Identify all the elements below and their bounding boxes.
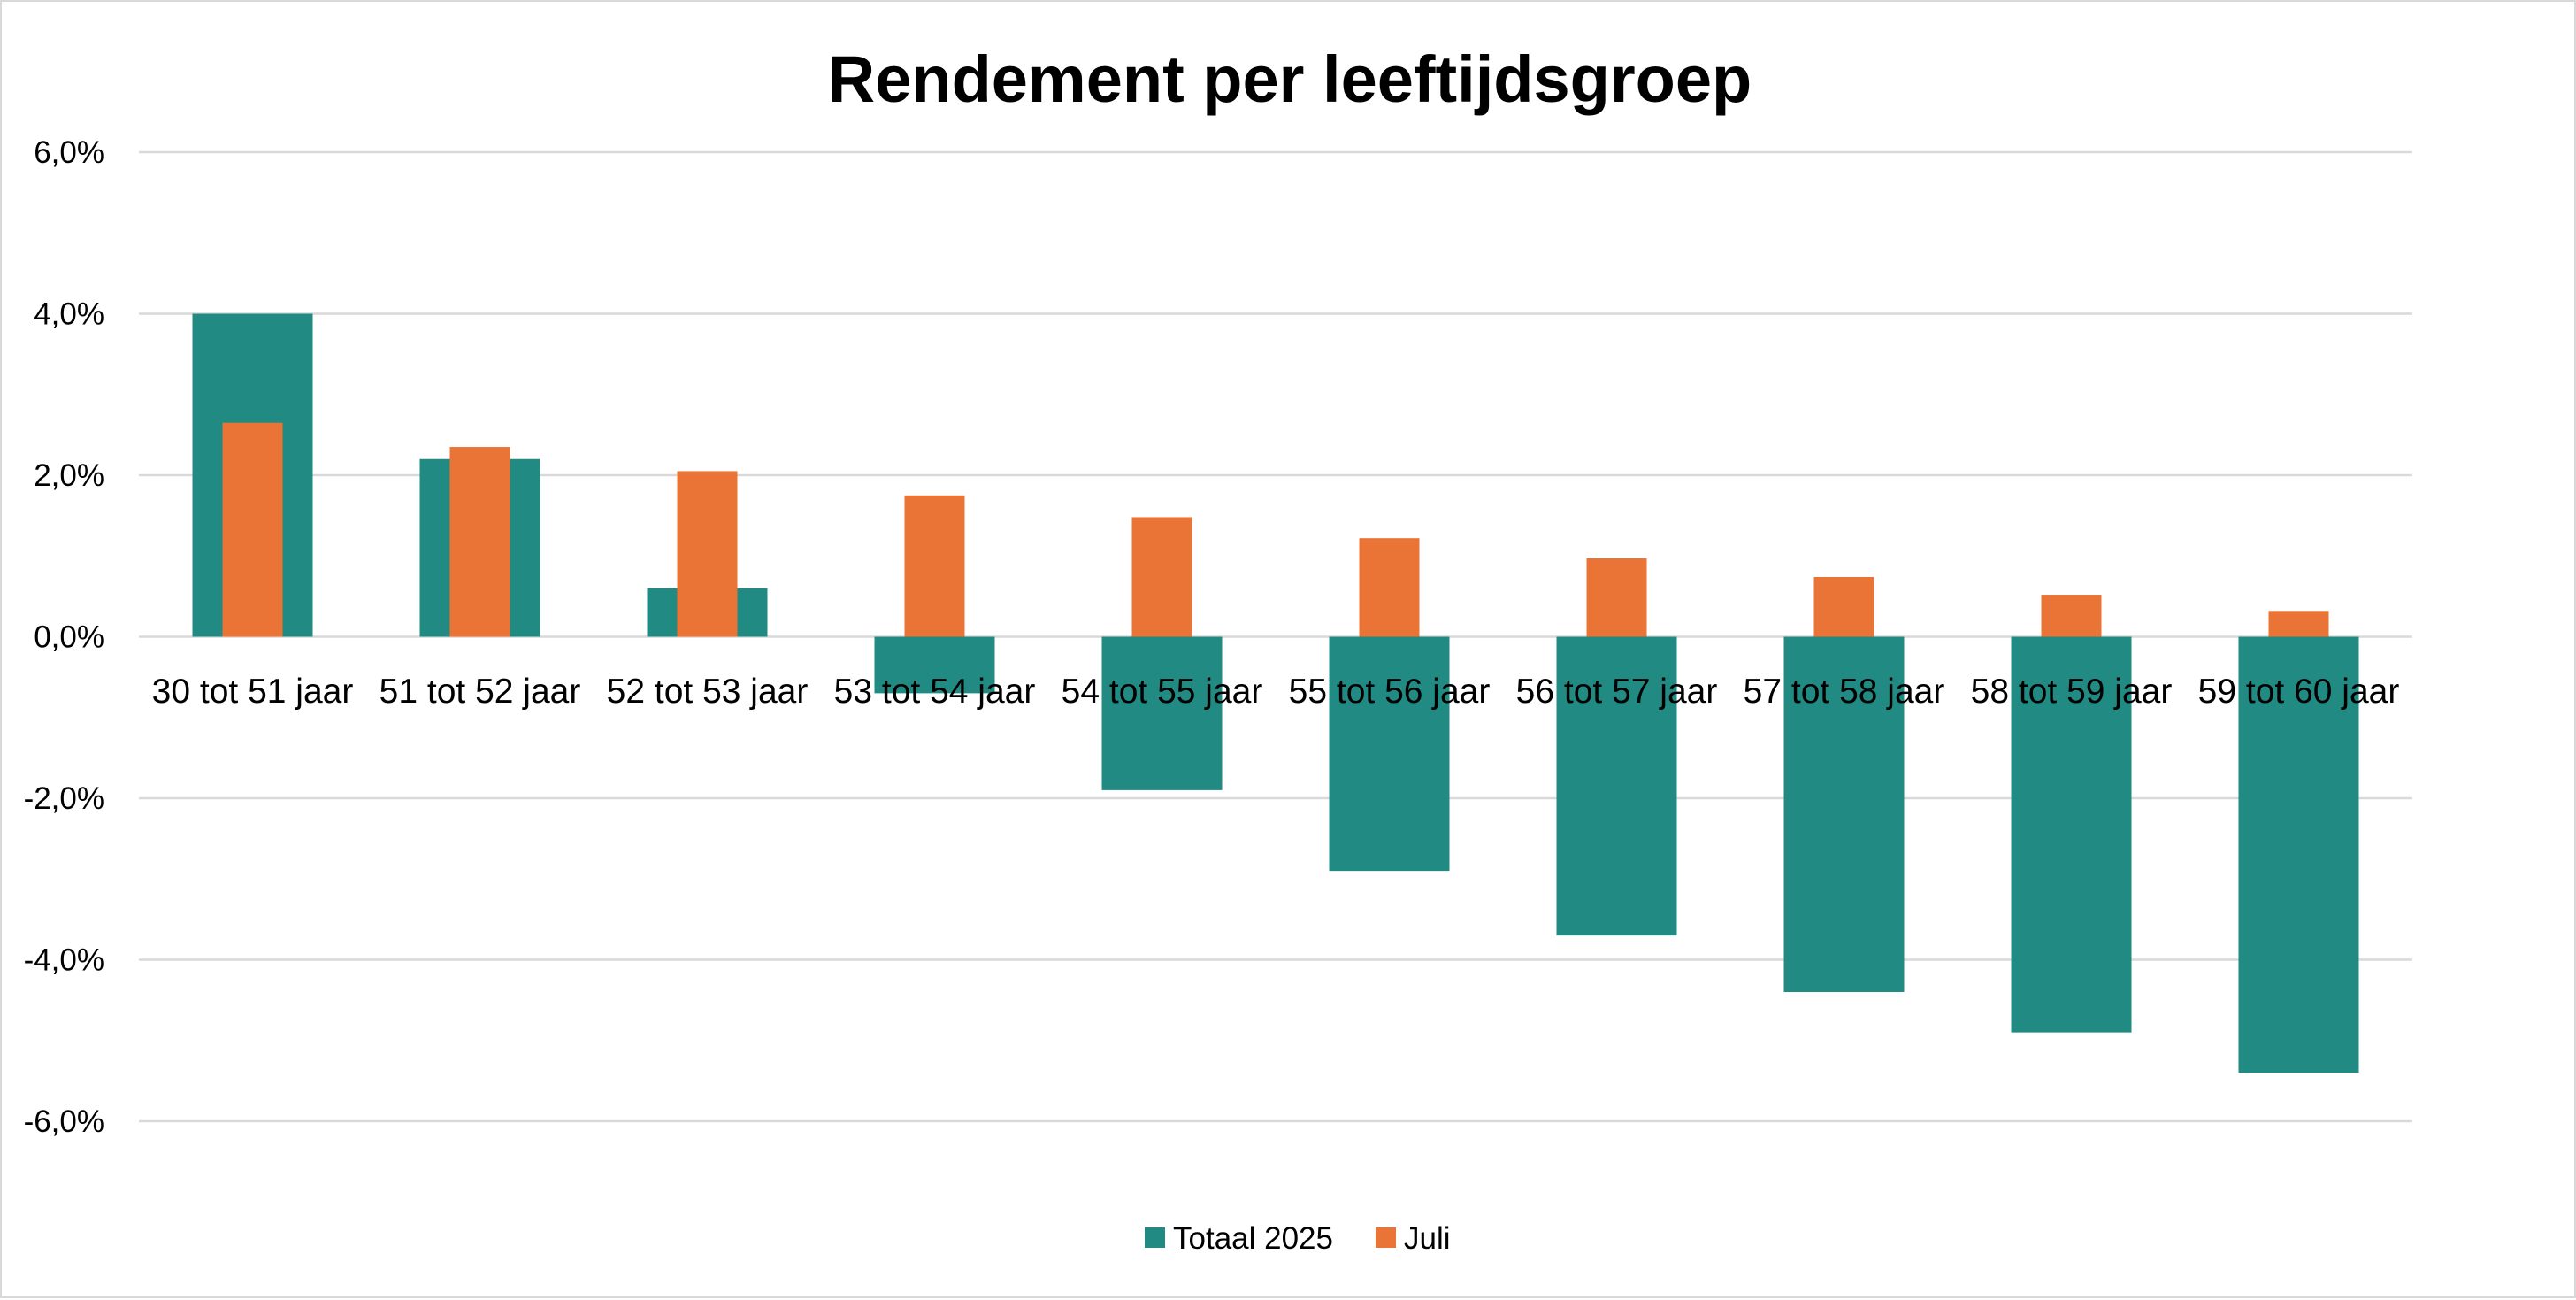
category-label: 53 tot 54 jaar [834, 673, 1036, 711]
y-tick-label: 2,0% [34, 458, 104, 493]
y-tick-label: 6,0% [34, 135, 104, 170]
category-label: 58 tot 59 jaar [1971, 673, 2173, 711]
bar-juli [449, 447, 510, 637]
bar-totaal-2025 [874, 636, 995, 694]
y-axis-tick-labels: 6,0% 4,0% 2,0% 0,0% -2,0% -4,0% -6,0% [24, 135, 104, 1139]
bar-juli [1359, 538, 1420, 637]
bar-totaal-2025 [1329, 636, 1450, 872]
category-label: 56 tot 57 jaar [1516, 673, 1718, 711]
category-label: 59 tot 60 jaar [2198, 673, 2400, 711]
category-label: 52 tot 53 jaar [607, 673, 809, 711]
category-label: 55 tot 56 jaar [1289, 673, 1491, 711]
bars [192, 313, 2359, 1073]
bar-totaal-2025 [1101, 636, 1223, 790]
x-axis-category-labels: 30 tot 51 jaar 51 tot 52 jaar 52 tot 53 ja… [152, 673, 2400, 711]
bar-juli [1813, 576, 1874, 637]
bar-totaal-2025 [1783, 636, 1905, 992]
category-label: 51 tot 52 jaar [380, 673, 581, 711]
bar-juli [904, 495, 965, 637]
bar-juli [1131, 517, 1192, 637]
bar-juli [2041, 595, 2102, 637]
legend: Totaal 2025 Juli [1145, 1221, 1451, 1256]
category-label: 54 tot 55 jaar [1062, 673, 1263, 711]
y-tick-label: -2,0% [24, 781, 104, 816]
bar-totaal-2025 [2238, 636, 2359, 1073]
bar-juli [2268, 611, 2329, 637]
legend-label-juli: Juli [1404, 1221, 1451, 1256]
bar-totaal-2025 [2011, 636, 2132, 1033]
bar-totaal-2025 [1556, 636, 1677, 936]
legend-label-totaal-2025: Totaal 2025 [1173, 1221, 1333, 1256]
legend-swatch-totaal-2025 [1145, 1227, 1165, 1248]
category-label: 30 tot 51 jaar [152, 673, 354, 711]
bar-juli [1586, 558, 1647, 637]
y-tick-label: -4,0% [24, 943, 104, 978]
legend-swatch-juli [1376, 1227, 1396, 1248]
y-tick-label: 0,0% [34, 620, 104, 655]
bar-juli [222, 422, 283, 637]
bar-juli [677, 471, 738, 637]
y-tick-label: 4,0% [34, 297, 104, 332]
chart-title: Rendement per leeftijdsgroep [828, 42, 1752, 116]
category-label: 57 tot 58 jaar [1744, 673, 1945, 711]
y-tick-label: -6,0% [24, 1104, 104, 1139]
